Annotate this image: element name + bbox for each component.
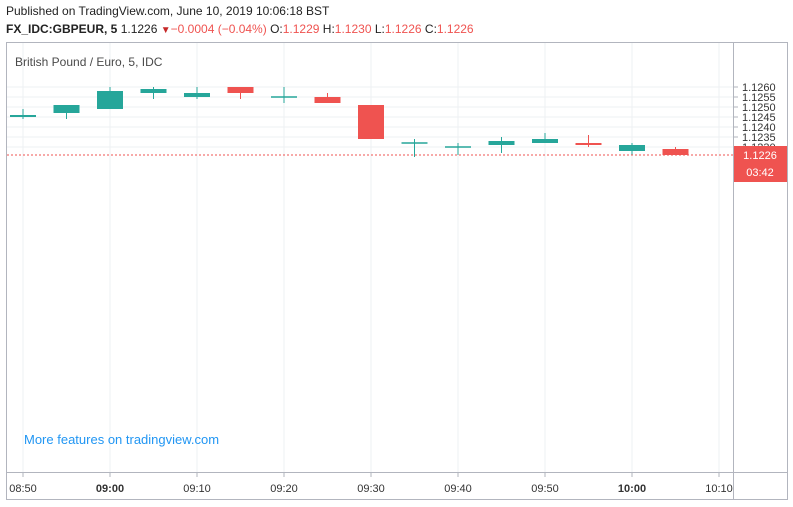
candle-10:00[interactable] (619, 143, 645, 155)
candles (10, 87, 689, 157)
candle-body (532, 139, 558, 143)
candle-body (662, 149, 689, 155)
close-value: 1.1226 (436, 22, 474, 36)
candle-09:05[interactable] (140, 87, 167, 99)
symbol-label[interactable]: FX_IDC:GBPEUR, 5 (6, 22, 118, 36)
candle-09:45[interactable] (488, 137, 515, 153)
candle-08:50[interactable] (10, 109, 36, 119)
close-label: C: (424, 22, 437, 36)
y-tick-label: 1.1245 (742, 112, 776, 124)
y-tick-label: 1.1235 (742, 132, 776, 144)
x-tick-label: 09:30 (357, 483, 385, 495)
symbol-ohlc-line: FX_IDC:GBPEUR, 5 1.1226 ▼−0.0004 (−0.04%… (6, 22, 474, 36)
candle-09:25[interactable] (314, 93, 341, 103)
open-value: 1.1229 (282, 22, 320, 36)
candle-body (53, 105, 80, 113)
candle-09:10[interactable] (184, 87, 210, 99)
y-tick-label: 1.1240 (742, 122, 776, 134)
candle-body (10, 115, 36, 117)
countdown-label: 03:42 (746, 167, 774, 179)
candle-body (488, 141, 515, 145)
candle-body (619, 145, 645, 151)
candle-body (140, 89, 167, 93)
candle-body (227, 87, 254, 93)
last-price-label: 1.1226 (743, 150, 777, 162)
open-label: O: (270, 22, 283, 36)
time-axis[interactable]: 08:50 09:00 09:10 09:20 09:30 09:40 09:50 10:00… (9, 472, 733, 495)
y-tick-label: 1.1260 (742, 82, 776, 94)
promo-link[interactable]: More features on tradingview.com (24, 432, 219, 447)
y-tick-label: 1.1255 (742, 92, 776, 104)
candle-09:30[interactable] (358, 105, 384, 139)
price-axis[interactable]: 1.12301.12351.12401.12451.12501.12551.12… (733, 82, 776, 154)
x-tick-label: 09:10 (183, 483, 211, 495)
candle-09:00[interactable] (97, 87, 123, 109)
high-label: H: (322, 22, 335, 36)
candle-body (575, 143, 602, 145)
candle-09:20[interactable] (271, 87, 297, 103)
x-tick-label: 08:50 (9, 483, 37, 495)
candle-08:55[interactable] (53, 105, 80, 119)
x-tick-label: 10:00 (618, 483, 646, 495)
candle-09:40[interactable] (445, 143, 471, 155)
x-tick-label: 09:20 (270, 483, 298, 495)
price-change: −0.0004 (−0.04%) (170, 22, 267, 36)
candle-body (97, 91, 123, 109)
candle-09:15[interactable] (227, 87, 254, 99)
candle-09:35[interactable] (401, 139, 428, 157)
candle-body (358, 105, 384, 139)
y-tick-label: 1.1250 (742, 102, 776, 114)
down-arrow-icon: ▼ (160, 25, 171, 36)
last-price-value: 1.1226 (120, 22, 158, 36)
candle-10:05[interactable] (662, 147, 689, 155)
chart-subtitle: British Pound / Euro, 5, IDC (15, 55, 163, 69)
x-tick-label: 09:40 (444, 483, 472, 495)
last-price-badge (734, 146, 787, 182)
candle-09:55[interactable] (575, 135, 602, 147)
low-value: 1.1226 (384, 22, 422, 36)
low-label: L: (374, 22, 385, 36)
published-line: Published on TradingView.com, June 10, 2… (6, 4, 330, 18)
x-tick-label: 09:00 (96, 483, 124, 495)
candle-body (184, 93, 210, 97)
candle-09:50[interactable] (532, 133, 558, 143)
x-tick-label: 09:50 (531, 483, 559, 495)
high-value: 1.1230 (334, 22, 372, 36)
plot-frame (6, 42, 788, 500)
candle-body (314, 97, 341, 103)
x-tick-label: 10:10 (705, 483, 733, 495)
